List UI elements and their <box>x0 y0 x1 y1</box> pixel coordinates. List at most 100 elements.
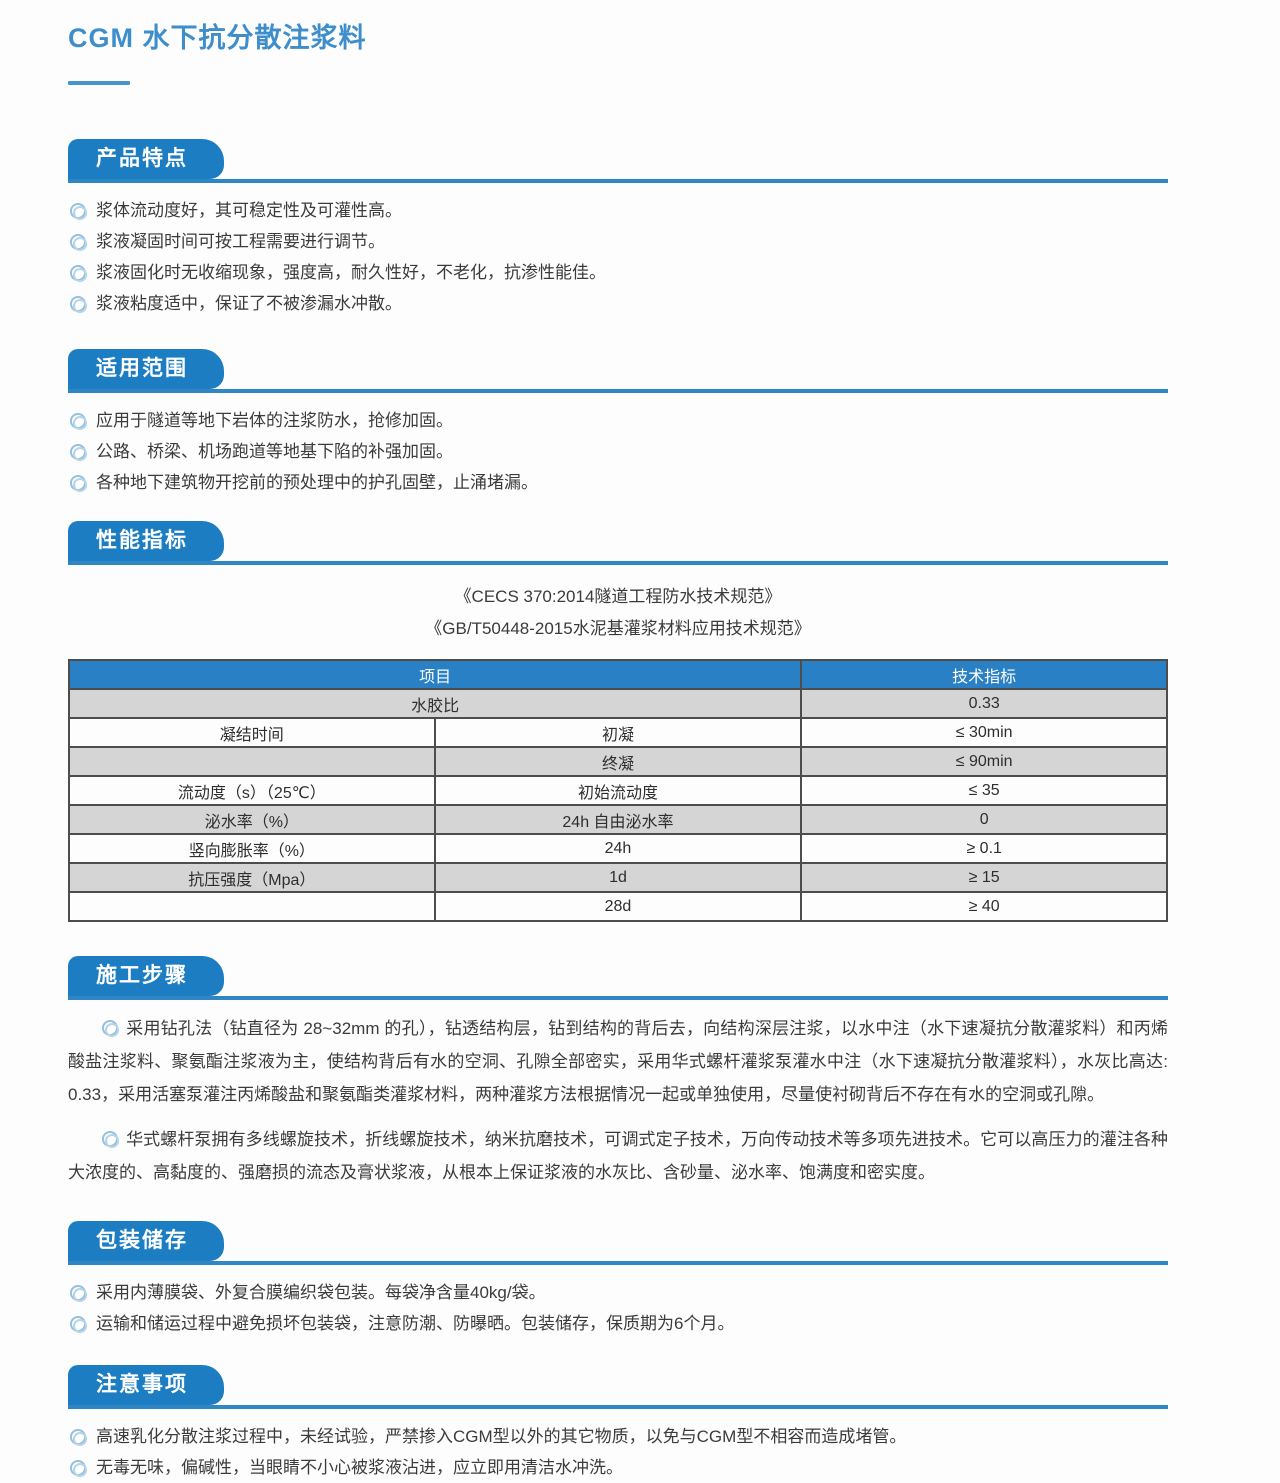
section-performance-indicators: 性能指标 《CECS 370:2014隧道工程防水技术规范》 《GB/T5044… <box>67 521 1168 922</box>
table-row: 凝结时间 初凝 ≤ 30min <box>68 717 1168 748</box>
table-row: 终凝 ≤ 90min <box>68 746 1168 777</box>
list-item-text: 应用于隧道等地下岩体的注浆防水，抢修加固。 <box>96 411 453 430</box>
table-row: 28d ≥ 40 <box>68 891 1168 922</box>
standard-citation: 《CECS 370:2014隧道工程防水技术规范》 <box>454 587 782 606</box>
construction-paragraph: 采用钻孔法（钻直径为 28~32mm 的孔），钻透结构层，钻到结构的背后去，向结… <box>68 1012 1168 1111</box>
performance-table: 项目 技术指标 水胶比 0.33 凝结时间 初凝 ≤ 30min 终凝 ≤ 90… <box>67 659 1168 922</box>
section-header-rule: 施工步骤 <box>68 956 1168 1000</box>
section-header-rule: 性能指标 <box>68 521 1168 565</box>
table-cell: 24h 自由泌水率 <box>433 804 803 835</box>
table-cell: 水胶比 <box>67 688 803 719</box>
section-header-rule: 适用范围 <box>68 349 1168 393</box>
section-tab-construction-steps: 施工步骤 <box>68 956 224 996</box>
section-product-features: 产品特点 浆体流动度好，其可稳定性及可灌性高。 浆液凝固时间可按工程需要进行调节… <box>68 139 1168 319</box>
section-tab-performance-indicators: 性能指标 <box>68 521 224 561</box>
precaution-list: 高速乳化分散注浆过程中，未经试验，严禁掺入CGM型以外的其它物质，以免与CGM型… <box>68 1421 1168 1483</box>
table-cell: ≤ 90min <box>800 746 1168 777</box>
standard-citations: 《CECS 370:2014隧道工程防水技术规范》 《GB/T50448-201… <box>68 581 1168 645</box>
section-application-scope: 适用范围 应用于隧道等地下岩体的注浆防水，抢修加固。 公路、桥梁、机场跑道等地基… <box>68 349 1168 498</box>
list-item: 浆液固化时无收缩现象，强度高，耐久性好，不老化，抗渗性能佳。 <box>68 257 1168 288</box>
list-item-text: 采用内薄膜袋、外复合膜编织袋包装。每袋净含量40kg/袋。 <box>96 1283 546 1302</box>
table-cell: 泌水率（%） <box>68 804 436 835</box>
list-item-text: 高速乳化分散注浆过程中，未经试验，严禁掺入CGM型以外的其它物质，以免与CGM型… <box>96 1427 907 1446</box>
section-header-rule: 包装储存 <box>68 1221 1168 1265</box>
table-cell: 0.33 <box>800 688 1168 719</box>
bullseye-icon <box>70 413 87 430</box>
list-item-text: 各种地下建筑物开挖前的预处理中的护孔固壁，止涌堵漏。 <box>96 473 538 492</box>
table-cell: 1d <box>433 862 803 893</box>
table-cell: ≥ 15 <box>800 862 1168 893</box>
bullseye-icon <box>70 1316 87 1333</box>
table-cell: 凝结时间 <box>68 717 436 748</box>
page-title: CGM 水下抗分散注浆料 <box>68 23 367 53</box>
section-precautions: 注意事项 高速乳化分散注浆过程中，未经试验，严禁掺入CGM型以外的其它物质，以免… <box>68 1365 1168 1483</box>
list-item: 运输和储运过程中避免损坏包装袋，注意防潮、防曝晒。包装储存，保质期为6个月。 <box>68 1308 1168 1339</box>
section-tab-precautions: 注意事项 <box>68 1365 224 1405</box>
table-row: 水胶比 0.33 <box>67 688 1168 719</box>
list-item: 应用于隧道等地下岩体的注浆防水，抢修加固。 <box>68 405 1168 436</box>
bullseye-icon <box>102 1020 119 1037</box>
section-tab-application-scope: 适用范围 <box>68 349 224 389</box>
list-item: 无毒无味，偏碱性，当眼睛不小心被浆液沾进，应立即用清洁水冲洗。 <box>68 1452 1168 1483</box>
bullseye-icon <box>70 265 87 282</box>
table-cell: 竖向膨胀率（%） <box>68 833 436 864</box>
table-row: 流动度（s）（25℃） 初始流动度 ≤ 35 <box>68 775 1168 806</box>
list-item: 各种地下建筑物开挖前的预处理中的护孔固壁，止涌堵漏。 <box>68 467 1168 498</box>
bullseye-icon <box>70 203 87 220</box>
list-item: 浆体流动度好，其可稳定性及可灌性高。 <box>68 195 1168 226</box>
section-construction-steps: 施工步骤 采用钻孔法（钻直径为 28~32mm 的孔），钻透结构层，钻到结构的背… <box>68 956 1168 1189</box>
list-item-text: 浆体流动度好，其可稳定性及可灌性高。 <box>96 201 402 220</box>
list-item: 采用内薄膜袋、外复合膜编织袋包装。每袋净含量40kg/袋。 <box>68 1277 1168 1308</box>
section-header-rule: 产品特点 <box>68 139 1168 183</box>
list-item: 浆液粘度适中，保证了不被渗漏水冲散。 <box>68 288 1168 319</box>
table-cell: 0 <box>800 804 1168 835</box>
paragraph-text: 采用钻孔法（钻直径为 28~32mm 的孔），钻透结构层，钻到结构的背后去，向结… <box>68 1019 1168 1104</box>
list-item-text: 无毒无味，偏碱性，当眼睛不小心被浆液沾进，应立即用清洁水冲洗。 <box>96 1458 623 1477</box>
table-cell: 初始流动度 <box>433 775 803 806</box>
feature-list: 浆体流动度好，其可稳定性及可灌性高。 浆液凝固时间可按工程需要进行调节。 浆液固… <box>68 195 1168 319</box>
list-item-text: 运输和储运过程中避免损坏包装袋，注意防潮、防曝晒。包装储存，保质期为6个月。 <box>96 1314 735 1333</box>
bullseye-icon <box>70 1429 87 1446</box>
table-cell: 抗压强度（Mpa） <box>68 862 436 893</box>
table-row: 抗压强度（Mpa） 1d ≥ 15 <box>68 862 1168 893</box>
table-cell: 流动度（s）（25℃） <box>68 775 436 806</box>
bullseye-icon <box>102 1131 119 1148</box>
section-header-rule: 注意事项 <box>68 1365 1168 1409</box>
scope-list: 应用于隧道等地下岩体的注浆防水，抢修加固。 公路、桥梁、机场跑道等地基下陷的补强… <box>68 405 1168 498</box>
table-header-cell: 技术指标 <box>800 659 1168 690</box>
title-underline <box>68 81 130 85</box>
table-cell <box>68 891 436 922</box>
table-cell: ≥ 40 <box>800 891 1168 922</box>
list-item: 公路、桥梁、机场跑道等地基下陷的补强加固。 <box>68 436 1168 467</box>
bullseye-icon <box>70 296 87 313</box>
list-item-text: 浆液粘度适中，保证了不被渗漏水冲散。 <box>96 294 402 313</box>
table-cell: ≥ 0.1 <box>800 833 1168 864</box>
bullseye-icon <box>70 234 87 251</box>
construction-paragraph: 华式螺杆泵拥有多线螺旋技术，折线螺旋技术，纳米抗磨技术，可调式定子技术，万向传动… <box>68 1123 1168 1189</box>
section-tab-packaging-storage: 包装储存 <box>68 1221 224 1261</box>
table-cell: ≤ 35 <box>800 775 1168 806</box>
list-item-text: 浆液固化时无收缩现象，强度高，耐久性好，不老化，抗渗性能佳。 <box>96 263 606 282</box>
table-cell: 28d <box>433 891 803 922</box>
bullseye-icon <box>70 1460 87 1477</box>
doc-header: CGM 水下抗分散注浆料 <box>68 16 1168 85</box>
table-row: 泌水率（%） 24h 自由泌水率 0 <box>68 804 1168 835</box>
paragraph-text: 华式螺杆泵拥有多线螺旋技术，折线螺旋技术，纳米抗磨技术，可调式定子技术，万向传动… <box>68 1130 1168 1182</box>
table-cell: ≤ 30min <box>800 717 1168 748</box>
table-cell <box>68 746 436 777</box>
list-item: 浆液凝固时间可按工程需要进行调节。 <box>68 226 1168 257</box>
table-row: 竖向膨胀率（%） 24h ≥ 0.1 <box>68 833 1168 864</box>
table-cell: 终凝 <box>433 746 803 777</box>
section-tab-product-features: 产品特点 <box>68 139 224 179</box>
table-header-row: 项目 技术指标 <box>67 659 1168 690</box>
bullseye-icon <box>70 475 87 492</box>
bullseye-icon <box>70 444 87 461</box>
table-cell: 24h <box>433 833 803 864</box>
section-packaging-storage: 包装储存 采用内薄膜袋、外复合膜编织袋包装。每袋净含量40kg/袋。 运输和储运… <box>68 1221 1168 1339</box>
table-header-cell: 项目 <box>67 659 803 690</box>
list-item: 高速乳化分散注浆过程中，未经试验，严禁掺入CGM型以外的其它物质，以免与CGM型… <box>68 1421 1168 1452</box>
table-cell: 初凝 <box>433 717 803 748</box>
bullseye-icon <box>70 1285 87 1302</box>
list-item-text: 浆液凝固时间可按工程需要进行调节。 <box>96 232 385 251</box>
